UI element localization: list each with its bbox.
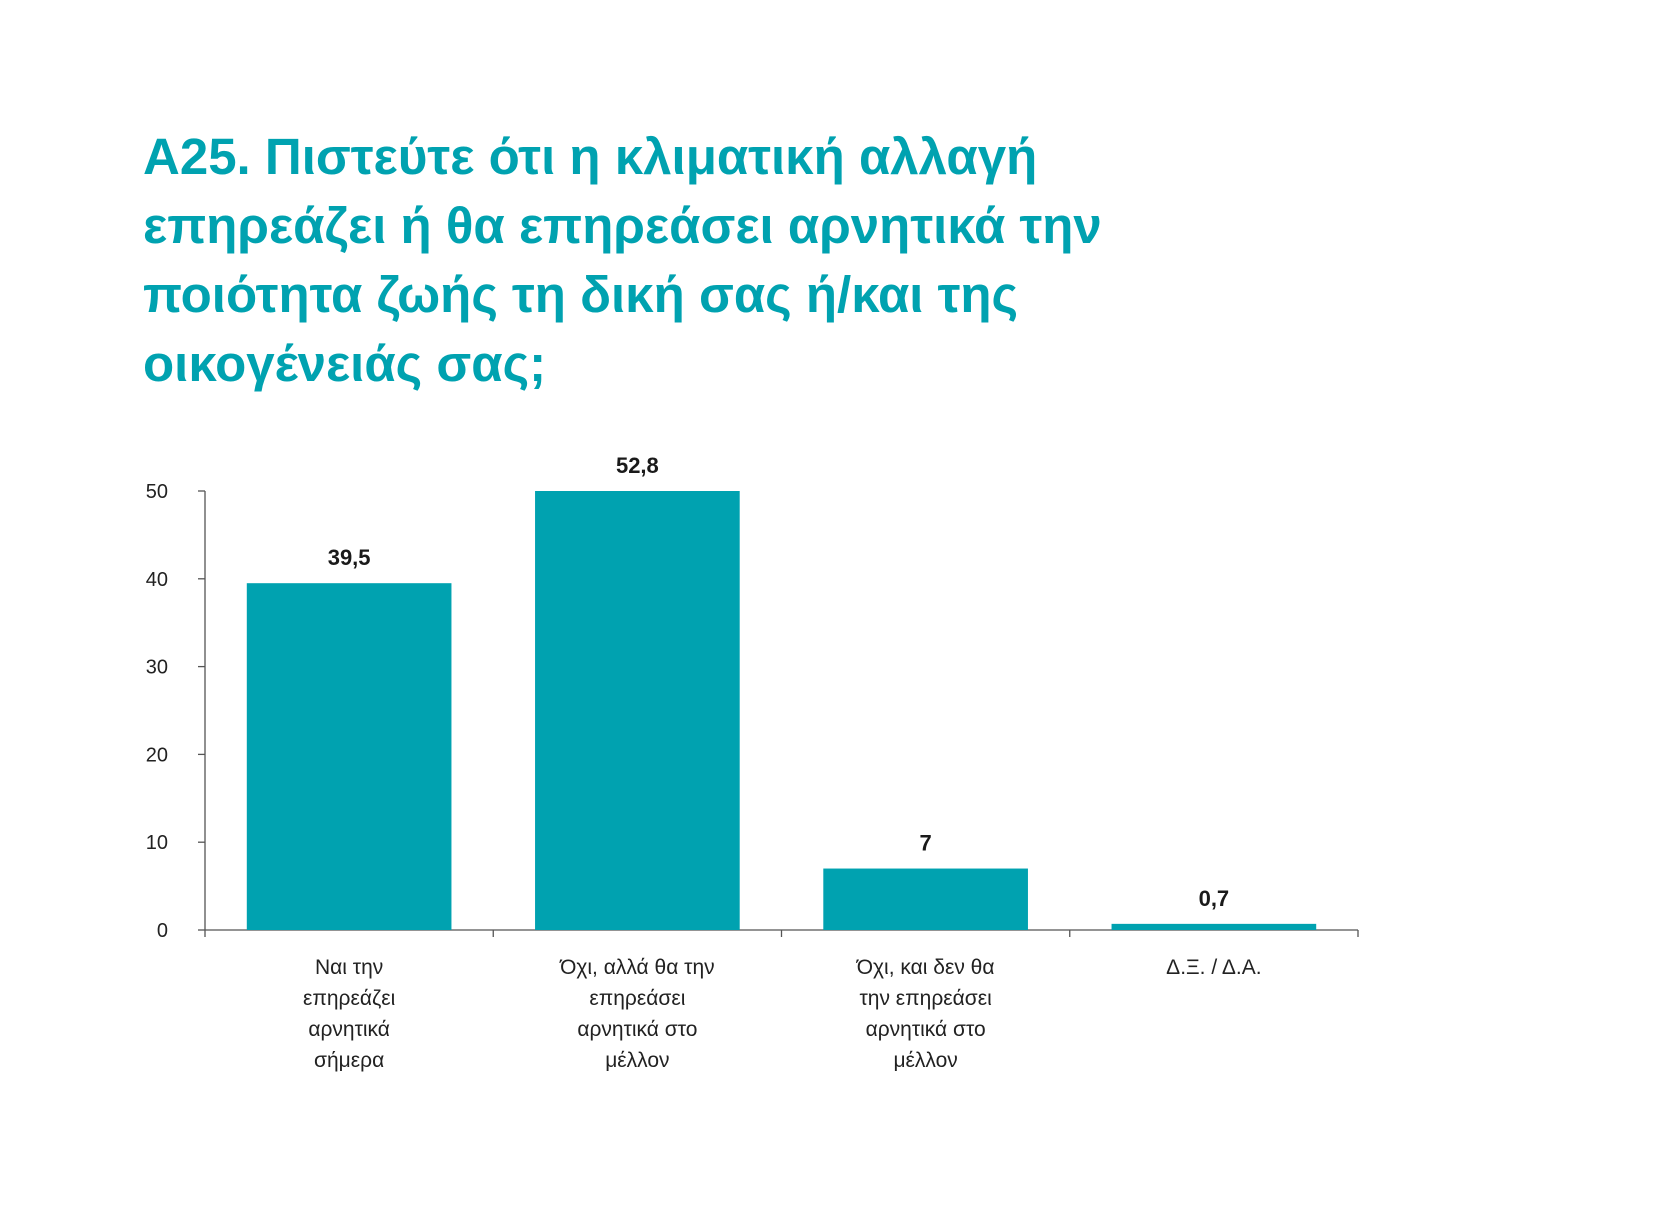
category-label: Δ.Ξ. / Δ.Α. [1166, 956, 1261, 979]
category-label: αρνητικά στο [866, 1018, 986, 1041]
bar [246, 583, 452, 930]
bar [1111, 923, 1317, 930]
bar [535, 491, 740, 930]
category-label: σήμερα [314, 1049, 384, 1072]
bar-value-label: 52,8 [616, 453, 659, 478]
y-tick-label: 0 [157, 920, 168, 942]
category-label: επηρεάζει [303, 987, 396, 1010]
category-label: αρνητικά [308, 1018, 390, 1041]
chart-title: Α25. Πιστεύτε ότι η κλιματική αλλαγή επη… [143, 128, 1102, 392]
bar-value-label: 0,7 [1199, 886, 1230, 911]
category-label: Όχι, και δεν θα [856, 956, 995, 979]
chart-bars [246, 491, 1317, 930]
bar-value-label: 7 [920, 831, 932, 856]
y-tick-label: 40 [146, 569, 168, 591]
bar [823, 868, 1028, 930]
category-label: μέλλον [605, 1049, 669, 1072]
category-label: επηρεάσει [589, 987, 685, 1010]
y-tick-label: 20 [146, 744, 168, 766]
chart-labels: 39,5 Ναι την επηρεάζει αρνητικά σήμερα 52,8 Όχ… [303, 453, 1262, 1072]
y-tick-label: 50 [146, 481, 168, 503]
category-label: μέλλον [893, 1049, 957, 1072]
bar-value-label: 39,5 [328, 545, 371, 570]
category-label: Όχι, αλλά θα την [559, 956, 715, 979]
category-label: Ναι την [315, 956, 383, 979]
y-tick-label: 30 [146, 657, 168, 679]
y-tick-label: 10 [146, 832, 168, 854]
category-label: αρνητικά στο [577, 1018, 697, 1041]
category-label: την επηρεάσει [859, 987, 992, 1010]
